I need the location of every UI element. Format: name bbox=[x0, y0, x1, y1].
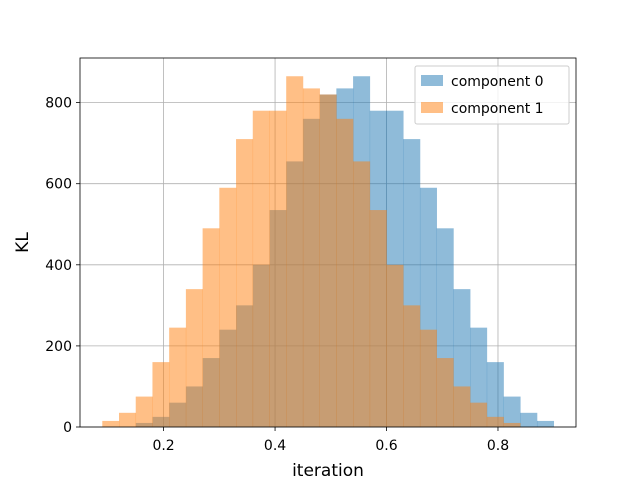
x-tick-label: 0.4 bbox=[264, 438, 286, 454]
histogram-bar-component-1 bbox=[319, 94, 337, 427]
histogram-bar-component-1 bbox=[252, 110, 270, 427]
histogram-bar-component-0 bbox=[470, 327, 488, 427]
histogram-bar-component-1 bbox=[436, 358, 454, 427]
y-tick-label: 600 bbox=[45, 177, 72, 193]
histogram-bar-component-0 bbox=[486, 362, 504, 427]
legend-box bbox=[414, 65, 570, 125]
x-tick-label: 0.8 bbox=[487, 438, 509, 454]
histogram-bar-component-1 bbox=[169, 327, 187, 427]
histogram-bar-component-0 bbox=[503, 396, 521, 427]
histogram-bar-component-1 bbox=[152, 362, 170, 427]
histogram-bar-component-1 bbox=[503, 422, 521, 427]
legend-label-component-0: component 0 bbox=[451, 74, 544, 90]
y-tick-label: 0 bbox=[63, 420, 72, 436]
histogram-bar-component-1 bbox=[419, 329, 437, 427]
histogram-bar-component-1 bbox=[202, 228, 220, 427]
histogram-bar-component-1 bbox=[269, 110, 287, 427]
x-tick-label: 0.6 bbox=[375, 438, 397, 454]
legend-swatch-component-1 bbox=[421, 102, 443, 113]
histogram-bar-component-1 bbox=[369, 210, 387, 427]
y-axis-title: KL bbox=[13, 232, 33, 253]
histogram-bar-component-0 bbox=[520, 412, 538, 427]
histogram-bar-component-1 bbox=[353, 161, 371, 427]
x-tick-label: 0.2 bbox=[152, 438, 174, 454]
histogram-bar-component-0 bbox=[536, 420, 555, 427]
legend-label-component-1: component 1 bbox=[451, 101, 544, 117]
histogram-bar-component-1 bbox=[486, 416, 504, 427]
y-tick-label: 200 bbox=[45, 339, 72, 355]
histogram-bar-component-1 bbox=[119, 412, 137, 427]
x-axis-title: iteration bbox=[292, 461, 364, 480]
bars-layer bbox=[102, 76, 555, 428]
histogram-bar-component-1 bbox=[386, 264, 404, 427]
ticks-layer: 0.2 0.4 0.6 0.8 0 200 400 600 800 bbox=[45, 96, 509, 454]
histogram-bar-component-1 bbox=[336, 118, 354, 428]
y-tick-label: 800 bbox=[45, 96, 72, 112]
histogram-bar-component-1 bbox=[219, 187, 237, 427]
histogram-bar-component-1 bbox=[403, 305, 421, 427]
histogram-bar-component-1 bbox=[286, 76, 304, 427]
histogram-bar-component-1 bbox=[470, 402, 488, 427]
histogram-bar-component-1 bbox=[302, 88, 320, 428]
histogram-bar-component-1 bbox=[185, 289, 203, 427]
histogram-bar-component-1 bbox=[135, 396, 153, 427]
histogram-bar-component-1 bbox=[102, 420, 120, 427]
legend: component 0 component 1 bbox=[414, 65, 570, 125]
y-tick-label: 400 bbox=[45, 258, 72, 274]
histogram-bar-component-1 bbox=[236, 139, 254, 427]
legend-swatch-component-0 bbox=[421, 75, 443, 86]
plot-frame bbox=[79, 57, 577, 428]
histogram-bar-component-1 bbox=[453, 386, 471, 427]
